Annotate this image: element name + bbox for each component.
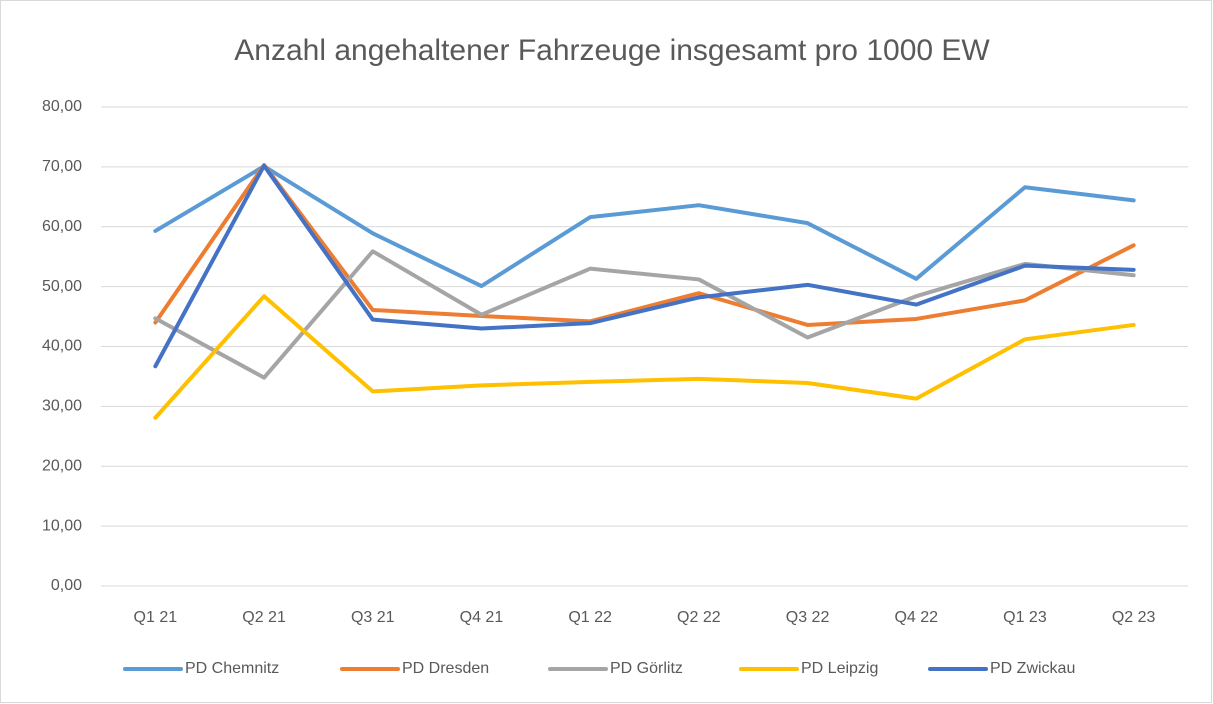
y-tick-label: 40,00 [42, 338, 82, 355]
y-tick-label: 0,00 [51, 577, 82, 594]
y-tick-label: 60,00 [42, 218, 82, 235]
legend-label: PD Leipzig [801, 660, 878, 677]
legend-label: PD Dresden [402, 660, 489, 677]
x-tick-label: Q2 23 [1112, 609, 1156, 626]
y-tick-label: 10,00 [42, 517, 82, 534]
x-tick-label: Q3 22 [786, 609, 830, 626]
series-line [153, 249, 1136, 380]
y-tick-label: 70,00 [42, 158, 82, 175]
x-tick-label: Q1 23 [1003, 609, 1047, 626]
chart-title: Anzahl angehaltener Fahrzeuge insgesamt … [234, 34, 990, 67]
legend-label: PD Zwickau [990, 660, 1075, 677]
y-tick-label: 80,00 [42, 98, 82, 115]
series-line [153, 163, 1136, 327]
y-tick-label: 50,00 [42, 278, 82, 295]
x-tick-label: Q4 22 [894, 609, 938, 626]
series-line [153, 164, 1136, 289]
y-tick-label: 20,00 [42, 457, 82, 474]
series-line [153, 163, 1136, 369]
x-tick-label: Q2 21 [242, 609, 286, 626]
legend-label: PD Chemnitz [185, 660, 279, 677]
series-line [153, 294, 1136, 420]
x-tick-label: Q1 22 [568, 609, 612, 626]
y-tick-label: 30,00 [42, 398, 82, 415]
x-tick-label: Q3 21 [351, 609, 395, 626]
x-tick-label: Q2 22 [677, 609, 721, 626]
legend-label: PD Görlitz [610, 660, 683, 677]
x-tick-label: Q4 21 [460, 609, 504, 626]
x-tick-label: Q1 21 [134, 609, 178, 626]
